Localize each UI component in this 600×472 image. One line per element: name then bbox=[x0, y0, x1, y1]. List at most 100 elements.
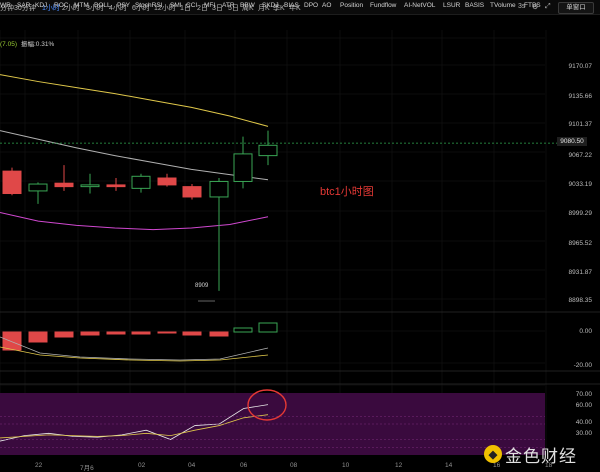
indicator-wr[interactable]: WR bbox=[0, 2, 11, 9]
candle-body bbox=[106, 184, 126, 188]
timeframe-1[interactable]: 30分钟 bbox=[14, 5, 36, 12]
indicator-boll[interactable]: BOLL bbox=[94, 2, 111, 9]
indicator-psy[interactable]: PSY bbox=[117, 2, 131, 9]
watermark-text: 金色财经 bbox=[505, 446, 577, 467]
timeframe-10[interactable]: 3日 bbox=[212, 5, 223, 12]
timeframe-12[interactable]: 周K bbox=[242, 5, 254, 12]
indicator-stochrsi[interactable]: StochRSI bbox=[135, 2, 163, 9]
indicator-lsur[interactable]: LSUR bbox=[443, 2, 461, 9]
volume-bar bbox=[106, 331, 126, 335]
indicator-mtm[interactable]: MTM bbox=[74, 2, 89, 9]
brand-logo-icon: ◆ bbox=[484, 445, 502, 463]
highlight-circle bbox=[247, 389, 287, 421]
timeframe-5[interactable]: 4小时 bbox=[109, 5, 127, 12]
timeframe-7[interactable]: 12小时 bbox=[154, 5, 176, 12]
fullscreen-icon[interactable]: ⤢ bbox=[545, 3, 551, 10]
indicator-roc[interactable]: ROC bbox=[54, 2, 69, 9]
indicator-skdj[interactable]: SKDJ bbox=[262, 2, 279, 9]
chart-grid bbox=[0, 30, 600, 455]
volume-bar bbox=[2, 331, 22, 351]
timeframe-9[interactable]: 2日 bbox=[197, 5, 208, 12]
indicator-sar[interactable]: SAR bbox=[17, 2, 31, 9]
timeframe-2[interactable]: 1小时 bbox=[42, 5, 60, 12]
refresh-interval[interactable]: 3s bbox=[518, 3, 526, 10]
timeframe-13[interactable]: 月K bbox=[258, 5, 270, 12]
price-tick: 8999.29 bbox=[568, 210, 593, 217]
volume-bar bbox=[28, 331, 48, 343]
indicator-basis[interactable]: BASIS bbox=[465, 2, 485, 9]
volume-average-lines bbox=[0, 336, 269, 362]
time-tick: 14 bbox=[445, 462, 453, 469]
indicator-fundflow[interactable]: Fundflow bbox=[370, 2, 397, 9]
settings-icon[interactable]: ⚙ bbox=[532, 4, 539, 11]
chart-canvas[interactable] bbox=[0, 15, 600, 469]
price-tick: 8898.35 bbox=[568, 297, 593, 304]
timeframe-8[interactable]: 1日 bbox=[180, 5, 191, 12]
amplitude-value: 振幅:0.31% bbox=[20, 41, 55, 48]
candle-body bbox=[54, 182, 74, 188]
stoch-tick: 40.00 bbox=[575, 419, 592, 426]
chart-annotation: btc1小时图 bbox=[320, 186, 374, 198]
price-tick: 9170.07 bbox=[568, 63, 593, 70]
time-tick: 12 bbox=[395, 462, 403, 469]
candle-body bbox=[182, 186, 202, 198]
stoch-lines bbox=[0, 404, 545, 448]
volume-ma-1 bbox=[0, 336, 269, 361]
single-window-button[interactable]: 单窗口 bbox=[558, 2, 594, 14]
indicator-atr[interactable]: ATR bbox=[222, 2, 235, 9]
price-tick: 9101.37 bbox=[568, 121, 593, 128]
indicator-dpo[interactable]: DPO bbox=[304, 2, 319, 9]
timeframe-4[interactable]: 3小时 bbox=[86, 5, 104, 12]
candle-body bbox=[233, 153, 253, 182]
volume-bar bbox=[157, 331, 177, 334]
timeframe-0[interactable]: 分钟 bbox=[0, 5, 14, 12]
moving-average-lines bbox=[0, 74, 269, 231]
ma-line-0 bbox=[0, 74, 269, 127]
ma-line-2 bbox=[0, 211, 269, 231]
indicator-ai-netvol[interactable]: AI-NetVOL bbox=[404, 2, 436, 9]
time-tick: 22 bbox=[35, 462, 43, 469]
volume-tick: -20.00 bbox=[573, 362, 592, 369]
candle-body bbox=[258, 144, 278, 157]
time-tick: 02 bbox=[138, 462, 146, 469]
time-tick: 16 bbox=[493, 462, 501, 469]
indicator-tvolume[interactable]: TVolume bbox=[490, 2, 516, 9]
indicator-bbw[interactable]: BBW bbox=[240, 2, 255, 9]
timeframe-11[interactable]: 5日 bbox=[228, 5, 239, 12]
candle-body bbox=[157, 177, 177, 186]
volume-ma-2 bbox=[0, 346, 269, 362]
volume-bar bbox=[182, 331, 202, 336]
timeframe-toolbar: 分钟 30分钟 1小时 2小时 3小时 4小时 6小时 12小时 1日 2日 3日 5日 周K 月K 季K 年… bbox=[0, 0, 600, 15]
candle-body bbox=[209, 180, 229, 198]
indicator-cci[interactable]: CCI bbox=[186, 2, 198, 9]
time-tick: 7月6 bbox=[80, 465, 94, 472]
indicator-bias[interactable]: BIAS bbox=[284, 2, 299, 9]
indicator-ao[interactable]: AO bbox=[322, 2, 332, 9]
stoch-tick: 70.00 bbox=[575, 391, 592, 398]
stoch-k-line bbox=[0, 404, 269, 442]
timeframe-15[interactable]: 年K bbox=[289, 5, 301, 12]
watermark: ◆ 金色财经 bbox=[484, 442, 577, 467]
volume-bars bbox=[2, 322, 278, 351]
volume-bar bbox=[209, 331, 229, 337]
timeframe-3[interactable]: 2小时 bbox=[62, 5, 80, 12]
ma-line-1 bbox=[0, 130, 269, 181]
indicator-position[interactable]: Position bbox=[340, 2, 364, 9]
indicator-bar: WR SAR KDJ ROC MTM BOLL PSY StochRSI SMI CCI MFI AT… bbox=[0, 2, 600, 27]
time-tick: 06 bbox=[240, 462, 248, 469]
time-tick: 04 bbox=[188, 462, 196, 469]
price-tick: 8931.87 bbox=[568, 269, 593, 276]
indicator-kdj[interactable]: KDJ bbox=[35, 2, 48, 9]
candle-body bbox=[80, 184, 100, 188]
indicator-mfi[interactable]: MFI bbox=[204, 2, 216, 9]
indicator-ftbs[interactable]: FTBS bbox=[524, 2, 541, 9]
price-tick: 9135.66 bbox=[568, 93, 593, 100]
timeframe-6[interactable]: 6小时 bbox=[132, 5, 150, 12]
ma-legend: (7.05) 振幅:0.31% bbox=[0, 38, 54, 48]
timeframe-14[interactable]: 季K bbox=[273, 5, 285, 12]
candlestick-series bbox=[2, 130, 278, 291]
price-tick: 9033.19 bbox=[568, 181, 593, 188]
time-tick: 08 bbox=[290, 462, 298, 469]
stoch-tick: 30.00 bbox=[575, 430, 592, 437]
indicator-smi[interactable]: SMI bbox=[170, 2, 182, 9]
